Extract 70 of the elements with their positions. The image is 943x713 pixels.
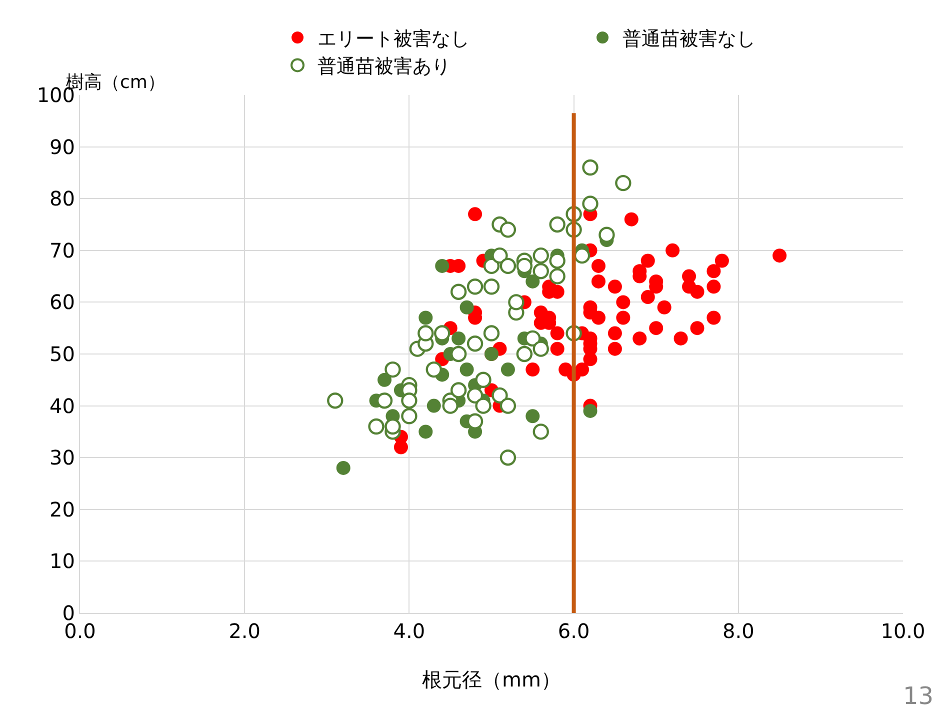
point xyxy=(549,216,566,233)
y-tick-label: 30 xyxy=(50,446,75,470)
point xyxy=(526,274,540,288)
point xyxy=(549,268,566,284)
point xyxy=(582,196,598,212)
point xyxy=(532,247,549,264)
point xyxy=(418,310,433,325)
point xyxy=(418,424,433,439)
point xyxy=(598,226,615,243)
point xyxy=(483,278,500,295)
point xyxy=(442,398,458,414)
x-tick-label: 8.0 xyxy=(722,619,754,643)
point xyxy=(384,361,401,378)
x-tick-label: 6.0 xyxy=(558,619,590,643)
y-tick-label: 50 xyxy=(50,342,75,366)
point xyxy=(460,300,474,314)
y-tick-label: 10 xyxy=(50,549,75,574)
y-tick-label: 80 xyxy=(50,186,75,211)
point xyxy=(418,325,434,342)
point xyxy=(583,404,598,418)
y-tick-label: 90 xyxy=(50,134,75,159)
y-tick-label: 20 xyxy=(50,497,75,522)
x-tick-label: 2.0 xyxy=(228,619,261,643)
point xyxy=(500,362,515,377)
point xyxy=(378,372,392,387)
point xyxy=(336,460,350,475)
legend-label: 普通苗被害なし xyxy=(622,28,756,50)
point xyxy=(500,450,516,466)
y-tick-label: 70 xyxy=(50,238,75,262)
text: 13 xyxy=(903,682,934,710)
point xyxy=(582,159,598,176)
point xyxy=(466,278,484,295)
point xyxy=(500,398,516,414)
point xyxy=(368,418,384,435)
point xyxy=(500,258,516,274)
point xyxy=(466,336,484,352)
legend-label: エリート被害なし xyxy=(318,28,470,50)
point xyxy=(532,424,549,440)
point xyxy=(450,382,467,398)
point xyxy=(475,398,492,414)
point xyxy=(401,392,418,409)
point xyxy=(500,222,516,238)
point xyxy=(615,174,632,192)
point xyxy=(516,346,533,362)
x-tick-label: 10.0 xyxy=(880,619,926,643)
point xyxy=(526,409,540,424)
point xyxy=(483,325,500,342)
point xyxy=(492,247,508,264)
point xyxy=(401,408,418,424)
point xyxy=(532,340,549,357)
point xyxy=(460,362,474,377)
point xyxy=(475,372,492,388)
point xyxy=(450,284,467,300)
y-tick-label: 40 xyxy=(50,394,75,418)
point xyxy=(452,331,466,346)
y-tick-label: 60 xyxy=(50,290,75,314)
point xyxy=(435,258,450,273)
point xyxy=(426,398,441,413)
point xyxy=(426,361,442,378)
x-axis-title: 根元径（mm） xyxy=(422,668,561,692)
point xyxy=(327,392,344,409)
point xyxy=(532,263,549,280)
point xyxy=(492,387,508,404)
point xyxy=(549,252,566,269)
x-tick-label: 0.0 xyxy=(64,619,96,643)
legend-label: 普通苗被害あり xyxy=(318,56,451,78)
point xyxy=(524,330,541,347)
point xyxy=(508,294,524,310)
point xyxy=(434,325,450,342)
x-tick-label: 4.0 xyxy=(393,619,426,643)
